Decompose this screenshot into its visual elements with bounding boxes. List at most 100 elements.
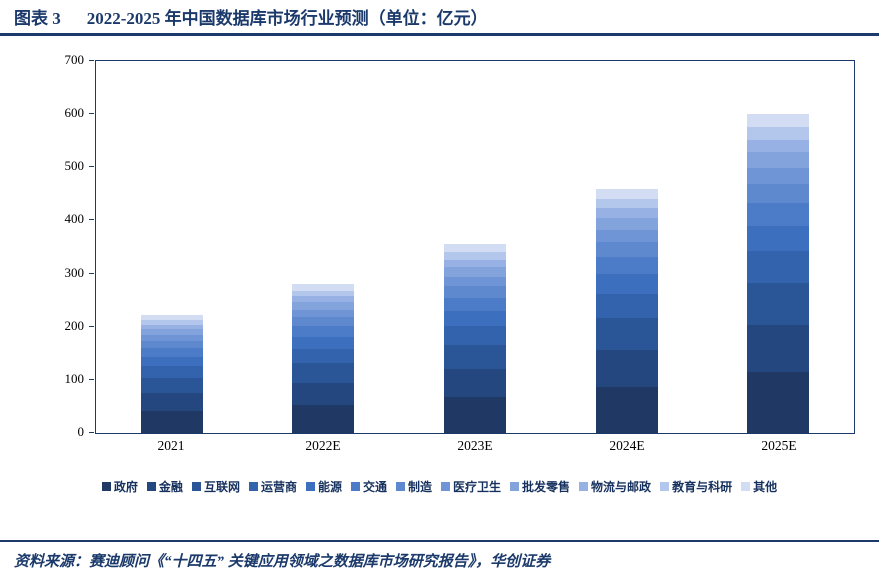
bar-segment	[292, 309, 355, 318]
bar-segment	[595, 230, 658, 243]
bar-segment	[443, 252, 506, 260]
bar-segment	[292, 348, 355, 364]
bar-segment	[140, 410, 203, 433]
legend-swatch	[101, 482, 111, 491]
legend-label: 交通	[362, 480, 387, 494]
bar-segment	[292, 382, 355, 405]
legend-label: 物流与邮政	[591, 480, 652, 494]
stacked-bar-2025E	[747, 114, 810, 433]
bar-segment	[747, 203, 810, 226]
legend-label: 能源	[317, 480, 342, 494]
stacked-bar-2023E	[443, 244, 506, 433]
bar-segment	[292, 317, 355, 327]
bar-segment	[292, 302, 355, 310]
legend-swatch	[660, 482, 670, 491]
legend-item: 制造	[396, 478, 432, 495]
y-tick-mark	[89, 113, 94, 115]
bar-segment	[292, 326, 355, 337]
bar-segment	[292, 404, 355, 433]
y-tick-label: 500	[64, 158, 85, 174]
bar-segment	[292, 290, 355, 297]
legend-item: 物流与邮政	[579, 478, 651, 495]
legend-swatch	[248, 482, 258, 491]
stacked-bar-2024E	[595, 188, 658, 433]
bar-segment	[140, 356, 203, 367]
bar-segment	[747, 114, 810, 127]
bar-segment	[443, 397, 506, 433]
x-axis: 2021 2022E 2023E 2024E 2025E	[95, 438, 855, 454]
bar-segment	[747, 126, 810, 140]
bar-segment	[747, 251, 810, 284]
bar-segment	[140, 393, 203, 411]
bar-segment	[443, 276, 506, 287]
bar-segment	[595, 274, 658, 294]
bar-segment	[292, 296, 355, 303]
bar-segment	[595, 350, 658, 387]
bar-segment	[443, 325, 506, 345]
stacked-bar-2021	[140, 315, 203, 433]
x-tick-label: 2021	[157, 438, 185, 453]
y-tick-mark	[89, 219, 94, 221]
legend-item: 教育与科研	[660, 478, 732, 495]
bar-segment	[140, 348, 203, 357]
legend-label: 医疗卫生	[453, 480, 502, 494]
bar-segment	[747, 372, 810, 433]
bar-segment	[747, 225, 810, 252]
legend-label: 金融	[158, 480, 183, 494]
legend-item: 运营商	[248, 478, 297, 495]
chart-legend: 政府 金融 互联网 运营商 能源 交通 制造 医疗卫生 批发零售 物流与邮政 教育与科研 其他	[0, 478, 879, 495]
legend-label: 批发零售	[522, 480, 571, 494]
bar-segment	[443, 244, 506, 253]
bar-segment	[443, 267, 506, 277]
legend-label: 其他	[753, 480, 778, 494]
legend-swatch	[191, 482, 201, 491]
y-tick-label: 200	[64, 317, 85, 333]
y-tick-label: 600	[64, 105, 85, 121]
bar-segment	[747, 139, 810, 153]
legend-item: 互联网	[191, 478, 240, 495]
bar-segment	[140, 335, 203, 342]
legend-swatch	[350, 482, 360, 491]
bar-segment	[140, 319, 203, 325]
bar-segment	[140, 377, 203, 394]
legend-swatch	[741, 482, 751, 491]
source-text: 资料来源：赛迪顾问《“十四五” 关键应用领域之数据库市场研究报告》，华创证券	[14, 554, 551, 570]
bar-segment	[443, 259, 506, 268]
bar-segment	[595, 208, 658, 218]
legend-item: 医疗卫生	[441, 478, 501, 495]
bar-segment	[443, 310, 506, 326]
bar-segment	[443, 297, 506, 311]
legend-label: 互联网	[203, 480, 240, 494]
y-tick-mark	[89, 325, 94, 327]
x-tick-label: 2023E	[457, 438, 493, 453]
bar-segment	[292, 363, 355, 383]
y-tick-mark	[89, 272, 94, 274]
bar-segment	[747, 283, 810, 325]
bar-segment	[747, 184, 810, 204]
bar-segment	[140, 366, 203, 378]
y-tick-label: 300	[64, 264, 85, 280]
bar-segment	[140, 329, 203, 336]
bar-segment	[292, 336, 355, 349]
y-axis: 0 100 200 300 400 500 600 700	[40, 52, 94, 439]
plot-area	[95, 60, 855, 434]
y-tick-mark	[89, 378, 94, 380]
bar-segment	[595, 198, 658, 209]
bar-segment	[747, 168, 810, 185]
figure-title: 2022-2025 年中国数据库市场行业预测（单位：亿元）	[86, 9, 488, 28]
bar-segment	[747, 324, 810, 373]
legend-swatch	[510, 482, 520, 491]
x-tick-label: 2024E	[609, 438, 645, 453]
legend-swatch	[579, 482, 589, 491]
bar-segment	[595, 188, 658, 199]
legend-label: 运营商	[260, 480, 297, 494]
x-tick-label: 2022E	[305, 438, 341, 453]
legend-item: 其他	[741, 478, 777, 495]
stacked-bar-2022E	[292, 284, 355, 433]
bar-segment	[595, 293, 658, 319]
y-tick-label: 0	[77, 424, 85, 439]
figure-header: 图表 3 2022-2025 年中国数据库市场行业预测（单位：亿元）	[0, 0, 879, 36]
bar-segment	[595, 318, 658, 351]
legend-item: 批发零售	[510, 478, 570, 495]
bar-segment	[140, 315, 203, 320]
